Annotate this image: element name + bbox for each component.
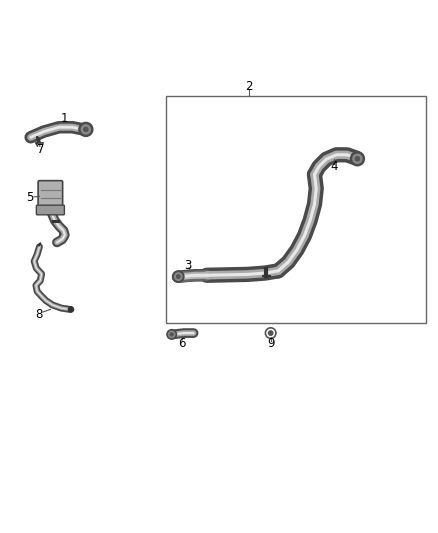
FancyBboxPatch shape — [38, 181, 63, 207]
Circle shape — [169, 331, 175, 337]
Circle shape — [79, 123, 93, 136]
Text: 1: 1 — [61, 112, 69, 125]
Bar — [166, 96, 426, 324]
Circle shape — [353, 154, 362, 163]
Circle shape — [268, 331, 273, 335]
Text: 9: 9 — [267, 337, 275, 350]
Circle shape — [175, 273, 182, 280]
Circle shape — [84, 127, 88, 132]
Circle shape — [173, 271, 184, 282]
Text: 5: 5 — [26, 191, 33, 204]
Text: 8: 8 — [35, 308, 42, 321]
Text: 4: 4 — [330, 160, 338, 173]
Text: 3: 3 — [185, 259, 192, 272]
Text: 6: 6 — [178, 337, 186, 350]
FancyBboxPatch shape — [36, 205, 64, 215]
Circle shape — [81, 125, 90, 134]
Circle shape — [355, 157, 360, 161]
Circle shape — [170, 333, 173, 336]
Circle shape — [167, 329, 177, 339]
Circle shape — [68, 307, 74, 312]
Text: 7: 7 — [36, 143, 44, 156]
Text: 2: 2 — [245, 79, 253, 93]
Circle shape — [177, 275, 180, 278]
Circle shape — [350, 152, 364, 166]
